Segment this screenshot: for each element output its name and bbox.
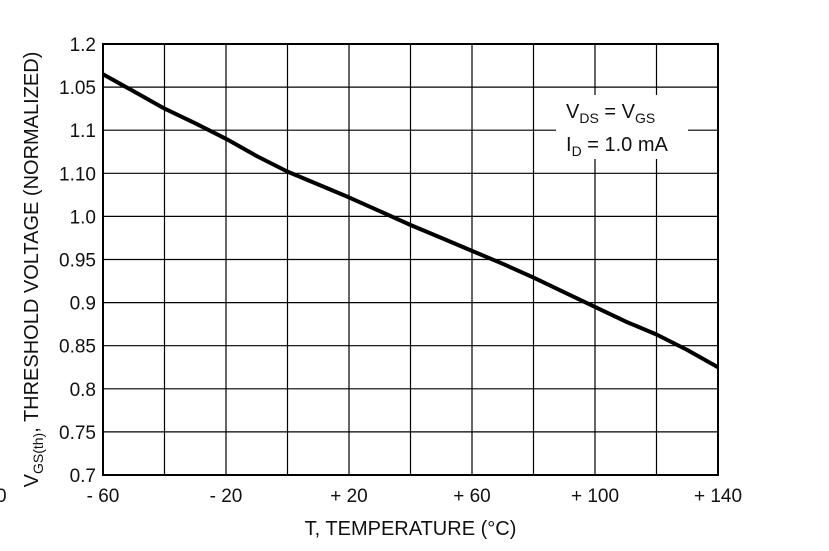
y-tick-label: 1.2 [70, 35, 96, 56]
y-tick-label: 0.75 [59, 423, 96, 444]
annotation-background [556, 95, 688, 159]
y-tick-label: 0.8 [70, 380, 96, 401]
plot-frame [102, 43, 719, 476]
edge-label: 0 [0, 486, 7, 507]
annotation-line-2: ID = 1.0 mA [566, 134, 669, 159]
annotation-line-1: VDS = VGS [566, 101, 655, 126]
series-layer [102, 72, 719, 370]
y-tick-label: 0.9 [70, 294, 96, 315]
x-axis-title: T, TEMPERATURE (°C) [305, 518, 517, 540]
x-tick-label: + 100 [571, 486, 619, 507]
y-tick-label: 0.7 [70, 466, 96, 487]
y-tick-label: 1.10 [59, 164, 96, 185]
x-tick-label: + 20 [330, 486, 368, 507]
x-tick-label: - 20 [210, 486, 243, 507]
x-tick-label: + 140 [694, 486, 742, 507]
tick-labels: 0.7 0.75 0.8 0.85 0.9 0.95 1.0 1.10 1.1 1.05 1.2 - … [59, 35, 742, 507]
y-tick-label: 1.05 [59, 78, 96, 99]
grid [102, 43, 719, 476]
y-tick-label: 0.95 [59, 251, 96, 272]
series-line [102, 72, 719, 370]
y-tick-label: 1.0 [70, 207, 96, 228]
y-axis-title: VGS(th), THRESHOLD VOLTAGE (NORMALIZED) [21, 52, 46, 488]
x-tick-label: - 60 [87, 486, 120, 507]
y-tick-label: 1.1 [70, 121, 96, 142]
x-tick-label: + 60 [453, 486, 491, 507]
y-tick-label: 0.85 [59, 337, 96, 358]
